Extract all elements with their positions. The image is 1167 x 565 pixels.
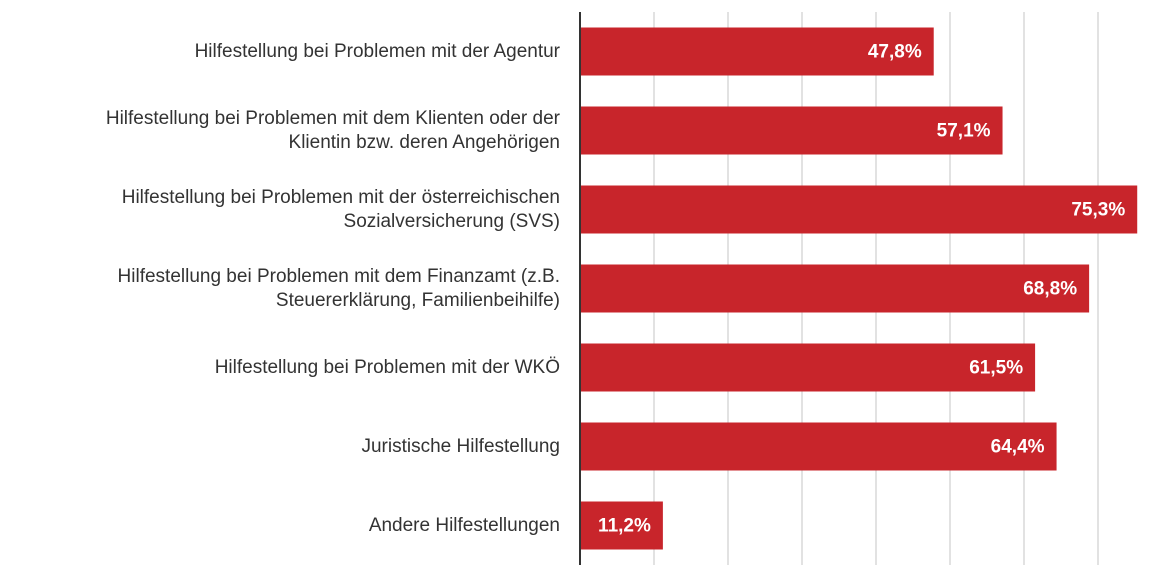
category-label: Juristische Hilfestellung [361, 435, 560, 457]
category-label: Hilfestellung bei Problemen mit dem Klie… [105, 107, 560, 153]
bar [580, 501, 663, 550]
value-label: 64,4% [991, 437, 1045, 458]
value-label: 57,1% [937, 121, 991, 142]
value-label: 47,8% [868, 42, 922, 63]
category-label: Hilfestellung bei Problemen mit der WKÖ [214, 356, 560, 378]
bar [580, 27, 934, 76]
bar [580, 106, 1003, 155]
bar [580, 264, 1090, 313]
bar [580, 343, 1036, 392]
category-label: Andere Hilfestellungen [368, 514, 560, 536]
value-label: 61,5% [969, 358, 1023, 379]
bar [580, 185, 1138, 234]
category-label: Hilfestellung bei Problemen mit der öste… [121, 186, 560, 232]
value-label: 75,3% [1071, 200, 1125, 221]
value-label: 11,2% [598, 516, 651, 537]
category-label: Hilfestellung bei Problemen mit der Agen… [194, 40, 560, 62]
bar [580, 422, 1057, 471]
category-label: Hilfestellung bei Problemen mit dem Fina… [117, 265, 560, 311]
value-label: 68,8% [1023, 279, 1077, 300]
